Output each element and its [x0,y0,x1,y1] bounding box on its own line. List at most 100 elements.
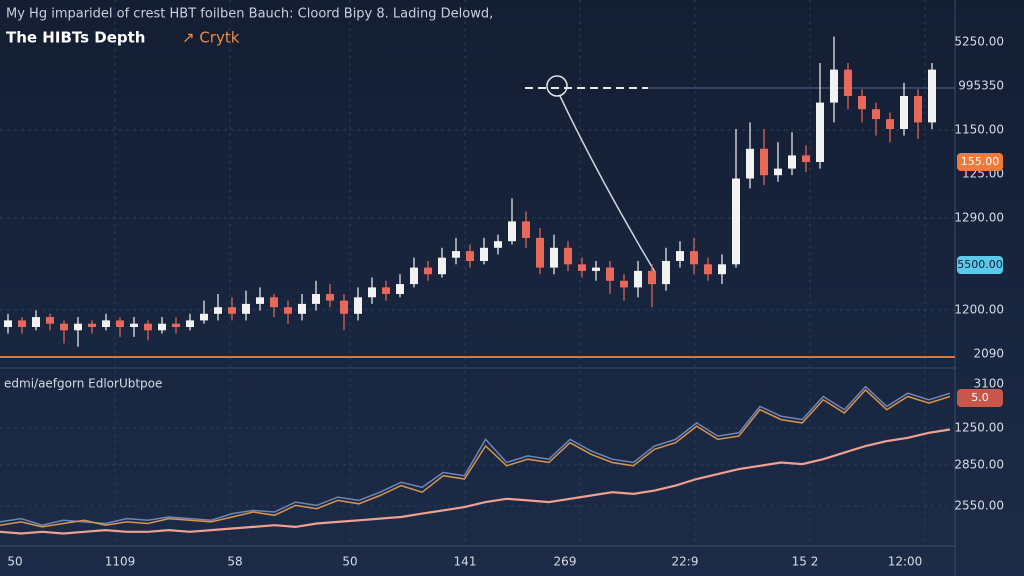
candle-body [158,323,166,331]
price-badge-text: 5.0 [971,391,989,404]
candle-body [620,280,628,288]
candle-body [648,270,656,285]
drawing-handle[interactable] [546,75,568,97]
candle-body [284,307,292,314]
axis-labels: 5250.009953501150.00125.001290.001200.00… [7,35,1004,569]
candle-body [438,257,446,275]
candle-body [718,264,726,275]
candle-body [326,294,334,301]
title: The HIBTs Depth [6,29,145,47]
candle-body [774,168,782,176]
candle-body [270,297,278,308]
candle-body [746,148,754,179]
candle-body [410,267,418,285]
title-accent: ↗ Crytk [182,29,240,47]
time-label: 58 [227,555,242,569]
candle-body [858,96,866,110]
candle-body [186,320,194,327]
candle-body [704,264,712,275]
price-badge [957,256,1003,274]
candle-body [928,69,936,123]
candle-body [886,119,894,129]
candle-body [536,237,544,268]
candle-body [32,317,40,327]
candle-body [466,251,474,261]
candle-body [900,96,908,129]
candle-body [368,287,376,298]
candle-body [256,297,264,304]
price-label: 2090 [973,347,1004,361]
price-label: 5250.00 [954,35,1004,49]
candle-body [662,261,670,285]
time-label: 50 [7,555,22,569]
candle-body [788,155,796,169]
time-label: 50 [342,555,357,569]
time-label: 269 [554,555,577,569]
candle-body [74,323,82,331]
price-badge-text: 155.00 [961,155,1000,168]
candle-body [634,270,642,288]
candle-body [214,307,222,314]
candle-body [816,102,824,162]
indicator-line [0,388,951,528]
candle-body [606,267,614,281]
candle-body [494,241,502,248]
indicator-label: edmi/aefgorn EdlorUbtpoe [4,377,162,391]
indicator-line [0,428,951,535]
candle-body [88,323,96,327]
price-label: 995350 [958,79,1004,93]
candle-body [116,320,124,327]
time-label: 15 2 [792,555,819,569]
candle-body [844,69,852,96]
time-label: 12:00 [888,555,923,569]
price-badge-text: 5500.00 [957,258,1003,271]
trend-line [559,95,656,273]
candle-body [914,96,922,123]
indicator-label-tick: 3100 [973,377,1004,391]
candle-body [690,251,698,265]
candle-body [578,264,586,271]
candle-body [396,284,404,294]
price-label: 1290.00 [954,211,1004,225]
candle-body [592,267,600,271]
candle-body [872,109,880,120]
candle-body [802,155,810,162]
candle-body [424,267,432,275]
indicator-line [0,385,951,526]
candle-body [452,251,460,258]
price-badge [957,153,1003,171]
candle-body [382,287,390,294]
time-label: 22:9 [672,555,699,569]
grid [0,0,955,545]
candle-body [298,303,306,314]
candle-body [508,221,516,242]
candle-body [830,69,838,103]
candle-body [340,300,348,314]
candle-body [732,178,740,265]
candles [4,36,936,347]
candle-body [144,323,152,331]
indicator-label-tick: 2850.00 [954,458,1004,472]
candle-body [4,320,12,327]
candle-body [60,323,68,331]
candle-body [18,320,26,327]
time-label: 1109 [105,555,136,569]
price-label: 1200.00 [954,303,1004,317]
time-label: 141 [454,555,477,569]
candle-body [522,221,530,238]
candle-body [228,307,236,314]
candle-body [354,297,362,314]
candle-body [312,294,320,304]
candle-body [550,247,558,268]
candle-body [760,148,768,176]
candle-body [130,323,138,327]
candle-body [242,303,250,314]
caption: My Hg imparidel of crest HBT foilben Bau… [6,7,493,22]
candle-body [172,323,180,327]
indicator-lines [0,385,951,535]
candle-body [564,247,572,265]
candle-body [676,251,684,261]
price-badge [957,389,1003,407]
